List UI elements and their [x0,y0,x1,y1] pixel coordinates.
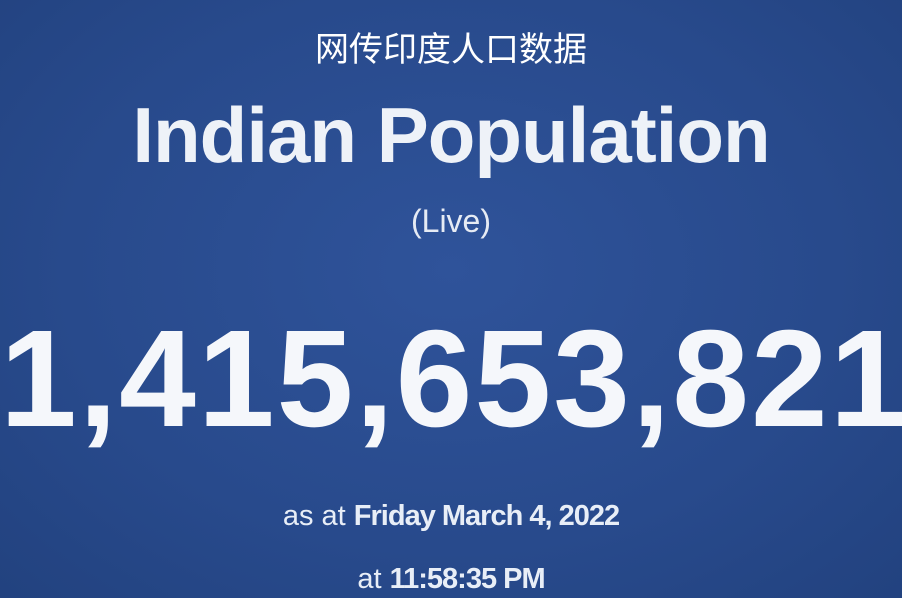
time-line: at 11:58:35 PM [0,563,902,596]
caption: 网传印度人口数据 [315,30,587,70]
time-prefix: at [357,563,382,595]
date-line: as at Friday March 4, 2022 [0,500,902,533]
date-prefix: as at [282,500,346,532]
page-title: Indian Population [132,91,770,179]
time-value: 11:58:35 PM [389,563,546,595]
live-label: (Live) [410,203,491,239]
date-value: Friday March 4, 2022 [353,500,620,532]
population-counter: 1,415,653,821 [0,302,902,456]
